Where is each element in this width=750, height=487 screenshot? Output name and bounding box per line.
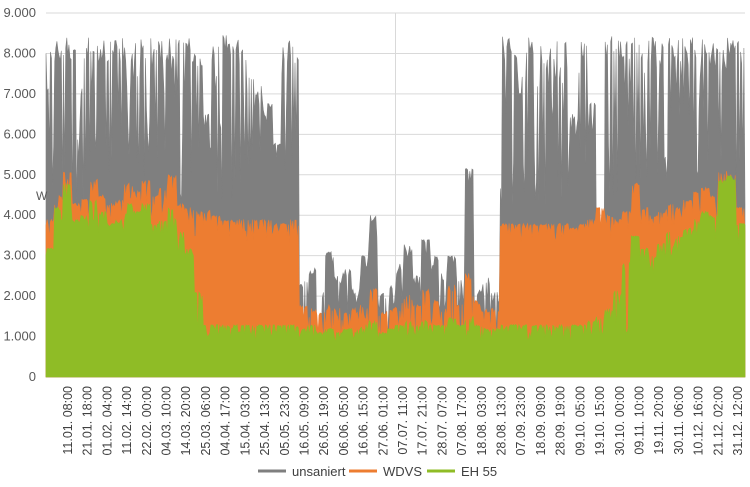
x-tick-label: 21.12. 02:00 [711,386,725,456]
x-tick-label: 04.04. 17:00 [219,386,233,456]
y-tick-label: 1.000 [3,329,36,344]
y-tick-label: 4.000 [3,207,36,222]
x-tick-label: 09.10. 05:00 [573,386,587,456]
x-tick-label: 09.11. 10:00 [632,386,646,455]
x-tick-label: 07.08. 17:00 [455,386,469,456]
legend-label: unsaniert [292,464,346,479]
x-tick-label: 01.02. 04:00 [100,386,114,456]
legend-label: EH 55 [461,464,497,479]
y-tick-label: 6.000 [3,126,36,141]
y-tick-label: 8.000 [3,45,36,60]
y-tick-labels: 0 1.000 2.000 3.000 4.000 5.000 6.000 7.000 8.00… [3,5,36,384]
x-tick-label: 07.07. 11:00 [396,386,410,455]
x-tick-label: 10.12. 16:00 [692,386,706,456]
x-tick-label: 18.08. 03:00 [475,386,489,456]
x-tick-label: 28.09. 19:00 [554,386,568,456]
x-tick-label: 15.04. 03:00 [238,386,252,456]
series-area-wdvs [45,170,746,378]
x-tick-label: 07.09. 23:00 [514,386,528,456]
x-tick-label: 19.10. 15:00 [593,386,607,456]
x-tick-label: 28.08. 13:00 [495,386,509,456]
x-tick-label: 25.03. 06:00 [199,386,213,456]
x-tick-label: 28.07. 07:00 [435,386,449,456]
y-tick-label: 9.000 [3,5,36,20]
y-tick-label: 3.000 [3,248,36,263]
y-tick-label: 0 [29,369,36,384]
y-tick-label: 2.000 [3,288,36,303]
legend: unsaniert WDVS EH 55 [258,464,497,479]
y-axis-label: W [36,189,48,203]
x-tick-label: 11.01. 08:00 [61,386,75,455]
x-tick-label: 16.05. 09:00 [297,386,311,456]
x-tick-label: 19.11. 20:00 [652,386,666,455]
x-tick-label: 30.11. 06:00 [672,386,686,455]
y-tick-label: 5.000 [3,167,36,182]
legend-label: WDVS [383,464,422,479]
x-tick-label: 31.12. 12:00 [731,386,745,456]
x-tick-label: 06.06. 05:00 [337,386,351,456]
x-tick-label: 18.09. 09:00 [534,386,548,456]
y-tick-label: 7.000 [3,86,36,101]
x-tick-label: 05.05. 23:00 [278,386,292,456]
x-tick-label: 27.06. 01:00 [376,386,390,456]
x-tick-label: 25.04. 13:00 [258,386,272,456]
x-tick-label: 11.02. 14:00 [120,386,134,455]
x-tick-label: 17.07. 21:00 [416,386,430,456]
x-tick-label: 16.06. 15:00 [357,386,371,456]
x-tick-label: 14.03. 20:00 [179,386,193,456]
x-tick-labels: 11.01. 08:00 21.01. 18:00 01.02. 04:00 11.0… [61,386,745,456]
x-tick-label: 21.01. 18:00 [81,386,95,456]
x-tick-label: 30.10. 00:00 [613,386,627,456]
series-layer [45,35,746,378]
x-tick-label: 22.02. 00:00 [140,386,154,456]
x-tick-label: 26.05. 19:00 [317,386,331,456]
series-area-eh-55 [45,175,746,378]
x-tick-label: 04.03. 10:00 [160,386,174,456]
